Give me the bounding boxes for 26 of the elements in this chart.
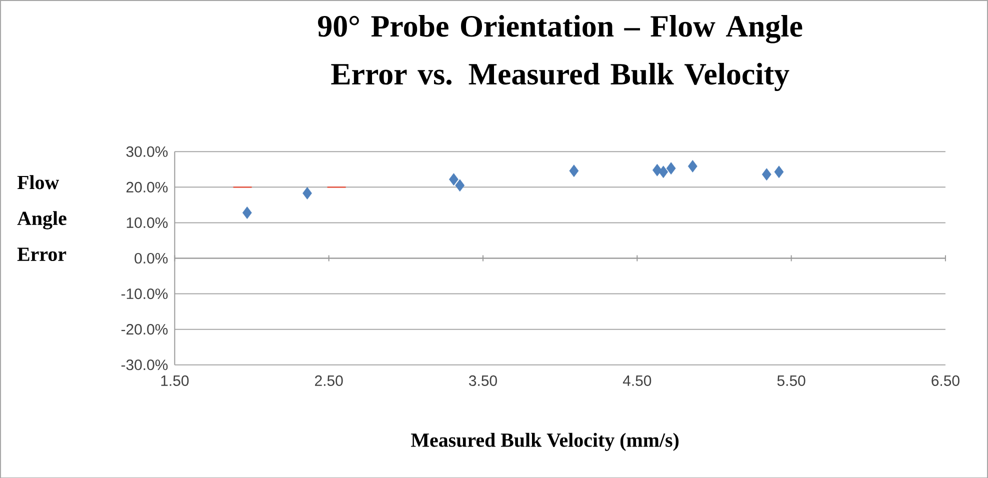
point [242,206,252,219]
y-axis-title: Flow Angle Error [17,174,66,261]
y-tick-label: 30.0% [126,146,168,157]
y-tick-label: 10.0% [126,217,168,228]
point [762,168,772,180]
x-tick-label: 1.50 [161,375,189,386]
x-tick-label: 5.50 [777,375,806,386]
point [658,165,668,178]
point [455,178,465,192]
y-tick-label: -30.0% [121,359,168,370]
point [666,162,676,174]
x-tick-label: 6.50 [932,375,960,386]
point [774,165,784,178]
point [688,160,698,172]
x-tick-label: 2.50 [315,375,343,386]
y-tick-label: 0.0% [134,252,168,264]
y-tick-label: -20.0% [121,324,168,334]
chart-title: 90° Probe Orientation – Flow Angle Error vs. Measured Bulk Velocity [318,14,802,91]
x-axis-title: Measured Bulk Velocity (mm/s) [411,432,679,451]
x-tick-label: 4.50 [622,375,652,386]
point [302,186,312,200]
point [449,172,458,186]
y-tick-label: -10.0% [121,288,168,299]
y-tick-label: 20.0% [126,182,168,192]
point [569,164,579,177]
x-tick-label: 3.50 [469,375,497,386]
